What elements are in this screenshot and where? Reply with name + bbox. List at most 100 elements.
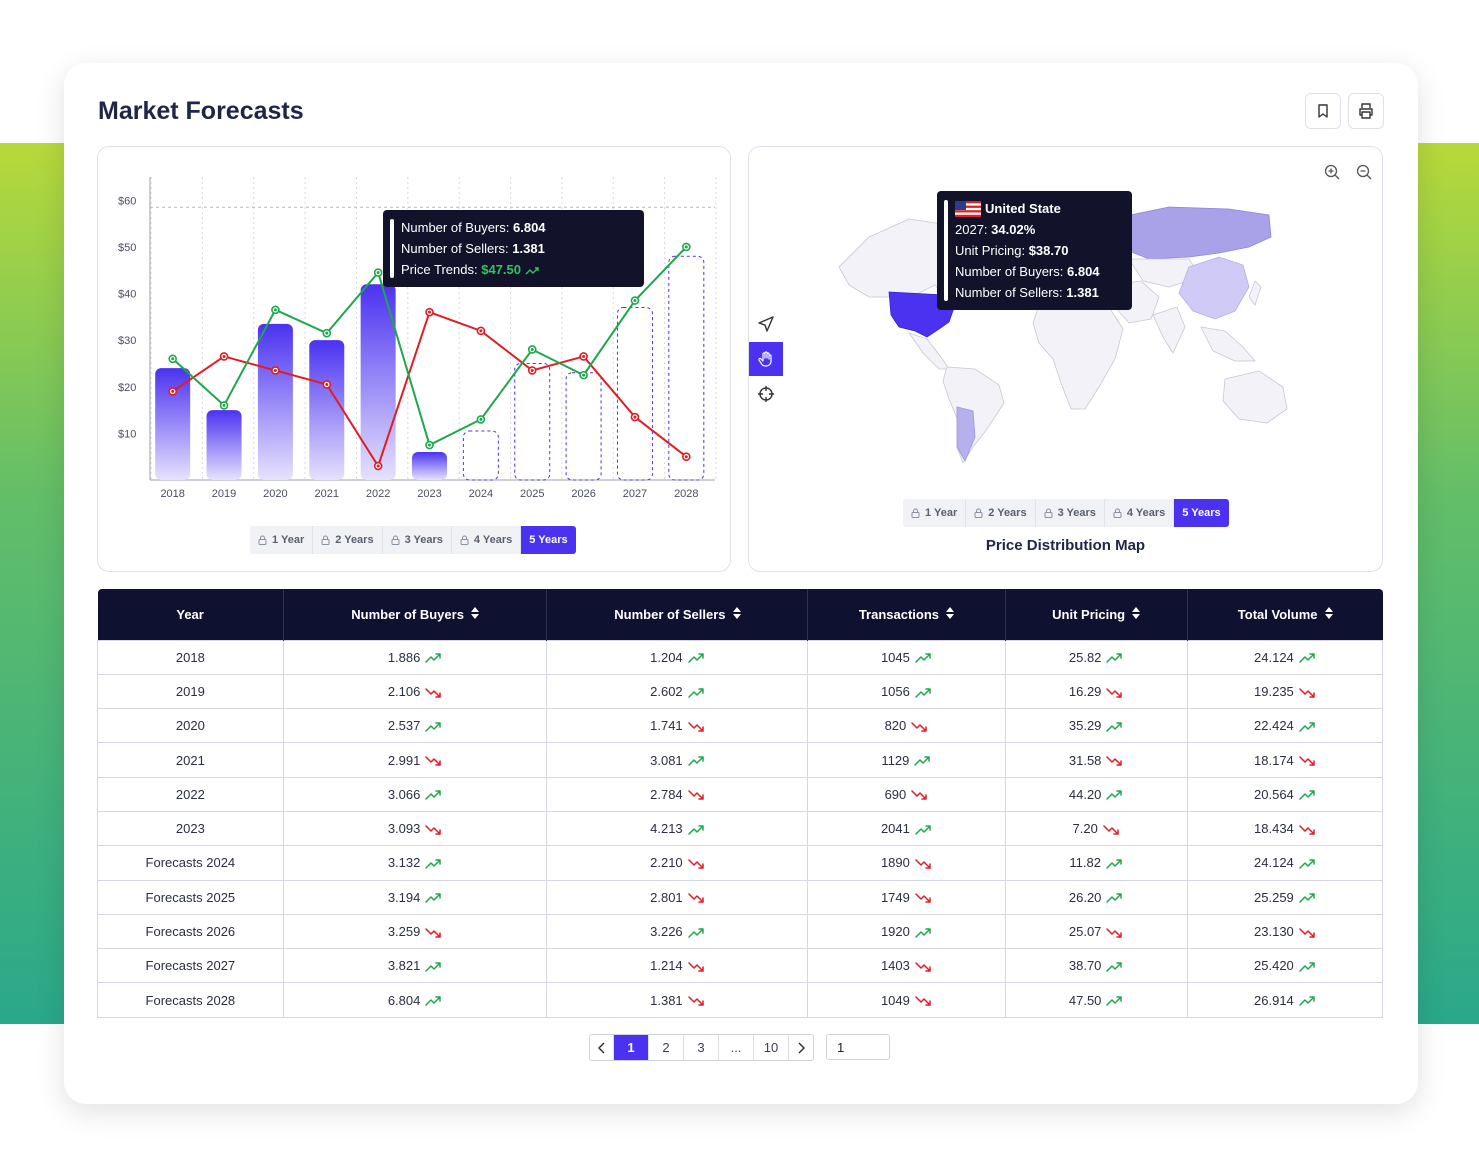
tooltip-map-buyers-value: 6.804	[1067, 264, 1100, 279]
chart-tooltip: Number of Buyers: 6.804 Number of Seller…	[383, 210, 644, 287]
cell-text: 26.20	[1068, 889, 1102, 905]
bar[interactable]	[309, 340, 345, 480]
value-cell: 2.106	[282, 673, 548, 710]
bar[interactable]	[155, 368, 191, 480]
point-dot	[684, 455, 688, 459]
column-header[interactable]: Number of Buyers	[282, 589, 547, 640]
sort-icon[interactable]	[1132, 606, 1141, 622]
point-dot	[273, 308, 277, 312]
trend-up-icon	[425, 893, 442, 904]
map-region-southeast-asia	[1200, 326, 1256, 362]
map-range-5[interactable]: 5 Years	[1174, 499, 1229, 527]
map-range-4[interactable]: 4 Years	[1105, 499, 1175, 527]
column-header[interactable]: Total Volume	[1186, 589, 1383, 640]
point-dot	[273, 368, 277, 372]
trend-down-icon	[1299, 824, 1315, 835]
map-region-central-america	[907, 332, 950, 370]
trend-down-icon	[425, 927, 442, 938]
value-cell: 820	[807, 708, 1006, 744]
print-button[interactable]	[1348, 93, 1384, 129]
sort-icon[interactable]	[946, 606, 955, 622]
trend-down-icon	[687, 893, 704, 904]
forecast-bar[interactable]	[668, 255, 705, 481]
cell-text: 2.537	[387, 718, 421, 734]
column-header[interactable]: Unit Pricing	[1004, 589, 1188, 640]
map-range-2[interactable]: 2 Years	[966, 499, 1036, 527]
page-button[interactable]: 2	[649, 1035, 684, 1060]
column-header: Year	[97, 589, 284, 640]
table-body: 2018 1.886 1.204 1045 25.82 24.124 2019 2.106 2.…	[97, 639, 1384, 1018]
map-range-1[interactable]: 1 Year	[903, 499, 967, 527]
zoom-in-button[interactable]	[1315, 155, 1349, 189]
table-header-row: Year Number of Buyers Number of Sellers Tra…	[97, 589, 1383, 640]
trend-down-icon	[1103, 824, 1119, 835]
cell-text: 820	[884, 718, 907, 734]
cell-text: 44.20	[1068, 786, 1102, 802]
crosshair-tool-button[interactable]	[749, 377, 783, 411]
pan-tool-button[interactable]	[749, 342, 783, 376]
value-cell: 31.58	[1004, 742, 1188, 778]
table-row: 2020 2.537 1.741 820 35.29 22.424	[97, 708, 1384, 744]
sort-icon[interactable]	[1324, 606, 1333, 622]
chart-range-3[interactable]: 3 Years	[383, 526, 452, 554]
bar[interactable]	[412, 452, 447, 480]
cell-text: 2018	[175, 649, 205, 665]
bar[interactable]	[257, 323, 293, 480]
next-page-button[interactable]	[789, 1035, 813, 1060]
page-button[interactable]: 10	[754, 1035, 789, 1060]
point-dot	[530, 347, 534, 351]
chart-range-1[interactable]: 1 Year	[250, 526, 314, 554]
value-cell: 3.132	[282, 845, 548, 881]
cell-text: 2041	[880, 821, 910, 837]
navigate-tool-button[interactable]	[749, 307, 783, 341]
page-button[interactable]: 1	[614, 1035, 649, 1060]
chart-range-5[interactable]: 5 Years	[521, 526, 576, 554]
page-button[interactable]: 3	[684, 1035, 719, 1060]
value-cell: 16.29	[1004, 673, 1188, 710]
cell-text: 35.29	[1068, 718, 1102, 734]
forecast-bar[interactable]	[616, 307, 653, 481]
forecast-bar[interactable]	[514, 362, 551, 481]
chart-range-4[interactable]: 4 Years	[452, 526, 522, 554]
column-header[interactable]: Transactions	[807, 589, 1005, 640]
x-tick-label: 2020	[263, 488, 287, 500]
forecast-bar[interactable]	[565, 372, 602, 481]
hand-pan-icon	[758, 351, 772, 367]
cell-text: 18.174	[1254, 752, 1294, 768]
value-cell: 2.210	[546, 845, 809, 881]
bar[interactable]	[360, 284, 396, 480]
trend-down-icon	[1106, 687, 1123, 698]
lock-icon	[1113, 508, 1122, 518]
cell-text: 19.235	[1254, 683, 1294, 699]
forecast-bar[interactable]	[462, 430, 499, 481]
cell-text: 1.381	[650, 992, 683, 1008]
column-header[interactable]: Number of Sellers	[546, 589, 808, 640]
cell-text: 1890	[880, 855, 910, 871]
bar[interactable]	[206, 410, 242, 480]
point-dot	[479, 417, 483, 421]
trend-down-icon	[425, 824, 442, 835]
value-cell: 2.991	[282, 742, 548, 778]
trend-up-icon	[915, 927, 931, 938]
sort-icon[interactable]	[732, 606, 741, 622]
trend-up-icon	[1299, 790, 1315, 801]
cell-text: 1049	[880, 992, 910, 1008]
map-range-3[interactable]: 3 Years	[1036, 499, 1105, 527]
map-range-label: 5 Years	[1182, 507, 1221, 519]
cell-text: 24.124	[1254, 649, 1294, 665]
trend-up-icon	[1299, 962, 1315, 972]
prev-page-button[interactable]	[590, 1035, 614, 1060]
chart-range-2[interactable]: 2 Years	[313, 526, 383, 554]
bookmark-button[interactable]	[1305, 93, 1341, 129]
cell-text: 3.066	[387, 786, 421, 802]
cell-text: 1749	[880, 889, 910, 905]
page-ellipsis: ...	[719, 1035, 754, 1060]
point-dot	[428, 443, 431, 447]
sort-icon[interactable]	[470, 606, 479, 622]
goto-page-input[interactable]	[826, 1034, 890, 1060]
point-dot	[325, 331, 329, 335]
cell-text: 31.58	[1068, 752, 1102, 768]
zoom-out-button[interactable]	[1347, 155, 1381, 189]
x-tick-label: 2023	[417, 488, 441, 500]
tooltip-map-buyers-label: Number of Buyers:	[955, 264, 1064, 279]
